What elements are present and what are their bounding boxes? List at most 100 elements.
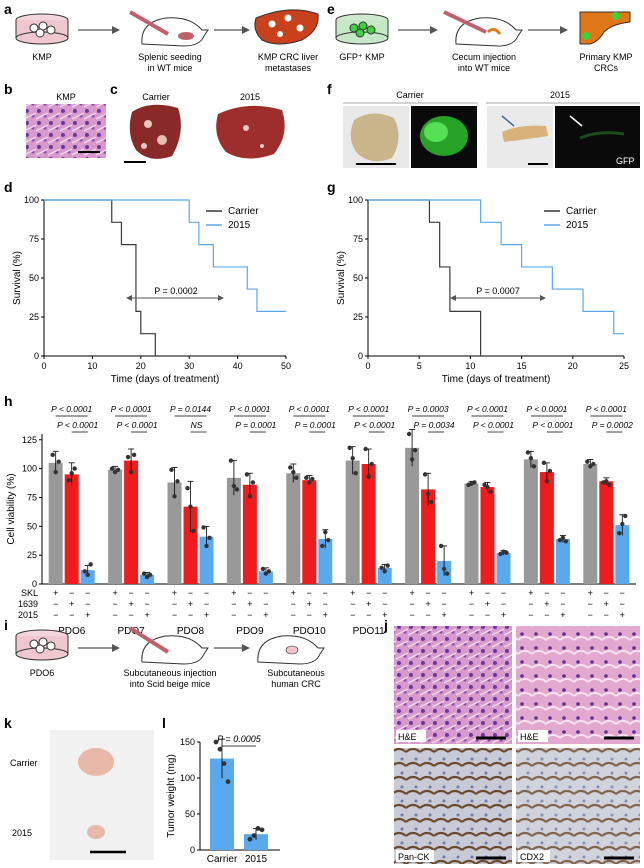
data-point bbox=[144, 574, 150, 580]
treated-gfp-image bbox=[555, 106, 640, 168]
treatment-sign: − bbox=[53, 610, 58, 620]
panel-i-schematic: PDO6 Subcutaneous injection into Scid bei… bbox=[15, 626, 325, 689]
data-point bbox=[201, 525, 206, 530]
y-tick-label: 150 bbox=[180, 737, 195, 747]
data-point bbox=[88, 562, 93, 567]
treatment-sign: + bbox=[469, 588, 474, 598]
data-point bbox=[623, 513, 628, 519]
treatment-sign: − bbox=[366, 588, 371, 598]
data-point bbox=[585, 459, 590, 464]
treatment-sign: − bbox=[485, 610, 490, 620]
bar-2015 bbox=[318, 539, 333, 584]
treatment-sign: + bbox=[231, 588, 236, 598]
data-point bbox=[382, 569, 387, 574]
category-label: PDO7 bbox=[117, 626, 145, 637]
step-label-splenic: Splenic seeding in WT mice bbox=[138, 52, 202, 73]
treatment-sign: − bbox=[69, 588, 74, 598]
treatment-sign: − bbox=[469, 610, 474, 620]
sig-label: P < 0.0001 bbox=[586, 404, 627, 414]
he-image-right bbox=[516, 626, 640, 744]
liver-label-2015: 2015 bbox=[240, 92, 260, 102]
panel-a-schematic: KMP Splenic seeding in WT mice KMP CRC li… bbox=[15, 9, 319, 73]
data-point bbox=[547, 468, 553, 474]
data-point bbox=[217, 746, 223, 752]
treatment-sign: − bbox=[85, 599, 90, 609]
data-point bbox=[428, 499, 434, 505]
sig-label: NS bbox=[191, 420, 203, 430]
panel-e-schematic: GFP⁺ KMP Cecum injection into WT mice Pri… bbox=[335, 10, 633, 73]
bar-2015 bbox=[615, 525, 630, 584]
y-tick-label: 25 bbox=[29, 312, 39, 322]
data-point bbox=[72, 466, 77, 471]
data-point bbox=[172, 494, 177, 499]
panel-letter-e: e bbox=[327, 1, 335, 17]
p-value: P = 0.0007 bbox=[476, 286, 520, 296]
y-tick-label: 50 bbox=[27, 521, 37, 531]
treatment-sign: − bbox=[366, 610, 371, 620]
y-tick-label: 100 bbox=[180, 773, 195, 783]
sig-label: P = 0.0002 bbox=[592, 420, 633, 430]
data-point bbox=[128, 469, 134, 475]
data-point bbox=[207, 535, 212, 541]
sig-label: P = 0.0001 bbox=[295, 420, 336, 430]
panel-letter-l: l bbox=[162, 715, 166, 731]
treatment-sign: − bbox=[544, 588, 549, 598]
arrow bbox=[569, 115, 583, 127]
data-point bbox=[247, 836, 253, 842]
x-tick-label: 30 bbox=[184, 361, 194, 371]
panel-letter-b: b bbox=[4, 81, 13, 97]
sig-label: P = 0.0034 bbox=[414, 420, 455, 430]
data-point bbox=[85, 572, 90, 577]
bar-skl bbox=[583, 464, 598, 584]
treatment-sign: + bbox=[144, 610, 149, 620]
data-point bbox=[528, 456, 534, 461]
data-point bbox=[294, 475, 299, 481]
bar-2015 bbox=[80, 570, 95, 584]
data-point bbox=[563, 539, 569, 544]
treatment-sign: + bbox=[501, 610, 506, 620]
data-point bbox=[557, 537, 563, 543]
treatment-sign: + bbox=[441, 610, 446, 620]
panel-letter-d: d bbox=[4, 179, 13, 195]
x-tick-label: 25 bbox=[619, 361, 629, 371]
data-point bbox=[607, 482, 612, 487]
data-point bbox=[247, 494, 253, 499]
p-arrow-head bbox=[540, 295, 546, 301]
sig-label: P < 0.0001 bbox=[289, 404, 330, 414]
data-point bbox=[125, 454, 131, 460]
treatment-sign: − bbox=[409, 599, 414, 609]
data-point bbox=[50, 452, 55, 457]
data-point bbox=[304, 475, 309, 481]
survival-curve-carrier bbox=[44, 199, 156, 356]
legend-label: Carrier bbox=[566, 206, 597, 217]
treatment-sign: − bbox=[172, 610, 177, 620]
treatment-sign: − bbox=[69, 610, 74, 620]
bar-2015 bbox=[199, 536, 214, 584]
gfp-culture-dish-icon bbox=[335, 13, 389, 45]
y-tick-label: 100 bbox=[24, 195, 39, 205]
tumor-2015 bbox=[87, 825, 105, 839]
x-tick-label: 20 bbox=[568, 361, 578, 371]
sig-label: P < 0.0001 bbox=[467, 404, 508, 414]
treatment-sign: − bbox=[128, 588, 133, 598]
data-point bbox=[291, 469, 296, 475]
data-point bbox=[409, 457, 415, 462]
mouse-with-tumor-icon bbox=[257, 635, 325, 665]
treatment-sign: + bbox=[425, 599, 430, 609]
treatment-row-label: SKL bbox=[21, 588, 38, 598]
sig-label: P < 0.0001 bbox=[348, 404, 389, 414]
data-point bbox=[185, 486, 190, 491]
treatment-sign: + bbox=[528, 588, 533, 598]
data-point bbox=[444, 571, 450, 576]
data-point bbox=[266, 569, 272, 574]
treatment-sign: + bbox=[247, 599, 252, 609]
sig-label: P = 0.0003 bbox=[408, 404, 449, 414]
treatment-sign: − bbox=[441, 588, 446, 598]
treatment-sign: − bbox=[172, 599, 177, 609]
data-point bbox=[350, 456, 355, 461]
treatment-sign: − bbox=[307, 610, 312, 620]
sig-label: P < 0.0001 bbox=[229, 404, 270, 414]
colon-icon bbox=[579, 11, 631, 45]
data-point bbox=[541, 460, 547, 466]
treatment-sign: − bbox=[247, 610, 252, 620]
